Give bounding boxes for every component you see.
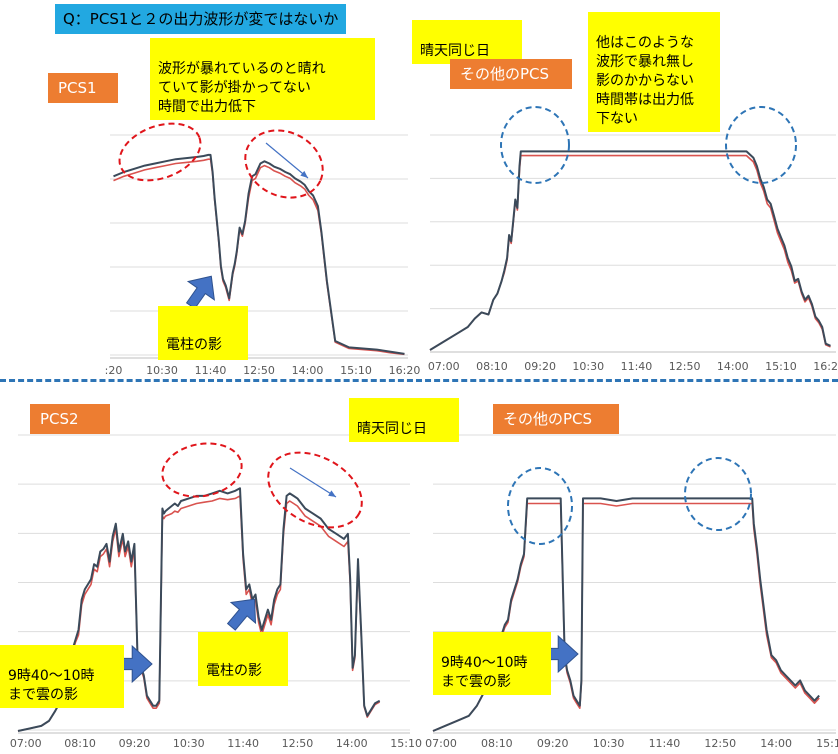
cloud-shadow-note-1-text: 9時40～10時 まで雲の影 xyxy=(8,668,95,703)
pole-shadow-note-1: 電柱の影 xyxy=(158,306,248,360)
x-tick-label: 15:10 xyxy=(340,364,372,377)
pcs1-note-text: 波形が暴れているのと晴れ ていて影が掛かってない 時間で出力低下 xyxy=(158,61,326,115)
other-top-morning-ellipse xyxy=(500,106,570,184)
other-pcs-label-top: その他のPCS xyxy=(450,59,572,89)
pcs2-label-text: PCS2 xyxy=(40,410,79,428)
x-tick-label: 09:20 xyxy=(524,360,556,373)
section-divider xyxy=(0,379,838,382)
x-tick-label: 14:00 xyxy=(292,364,324,377)
series-line-dark xyxy=(17,487,381,732)
x-tick-label: 08:10 xyxy=(476,360,508,373)
x-tick-label: 14:00 xyxy=(336,737,368,750)
other-pcs-note-text: 他はこのような 波形で暴れ無し 影のかからない 時間帯は出力低 下ない xyxy=(596,35,694,127)
cloud-shadow-note-2-text: 9時40～10時 まで雲の影 xyxy=(441,655,528,690)
question-text: Q：PCS1と２の出力波形が変ではないか xyxy=(63,10,339,28)
other-pcs-label-top-text: その他のPCS xyxy=(460,65,550,83)
other-bottom-morning-ellipse xyxy=(507,467,573,545)
x-tick-label: 14:00 xyxy=(717,360,749,373)
x-tick-label: 09:20 xyxy=(119,737,151,750)
pole-shadow-note-1-text: 電柱の影 xyxy=(166,337,222,353)
x-tick-label: 15:10 xyxy=(390,737,422,750)
x-tick-label: 14:00 xyxy=(760,737,792,750)
pcs1-label: PCS1 xyxy=(48,73,118,103)
pole-shadow-note-2: 電柱の影 xyxy=(198,632,288,686)
other-bottom-afternoon-ellipse xyxy=(684,457,752,531)
x-tick-label: 11:40 xyxy=(649,737,681,750)
x-tick-label: :20 xyxy=(105,364,123,377)
x-tick-label: 08:10 xyxy=(64,737,96,750)
cloud-shadow-note-1: 9時40～10時 まで雲の影 xyxy=(0,645,124,708)
sunny-note-bottom: 晴天同じ日 xyxy=(349,398,459,442)
x-tick-label: 12:50 xyxy=(704,737,736,750)
sunny-note-top: 晴天同じ日 xyxy=(412,20,522,64)
cloud-shadow-arrow-2 xyxy=(547,634,579,674)
question-banner: Q：PCS1と２の出力波形が変ではないか xyxy=(55,4,347,34)
cloud-shadow-note-2: 9時40～10時 まで雲の影 xyxy=(433,632,551,695)
series-line-dark xyxy=(429,150,831,351)
other-top-afternoon-ellipse xyxy=(725,106,797,184)
pcs1-morning-ellipse xyxy=(118,122,202,182)
other-pcs-label-bottom-text: その他のPCS xyxy=(503,410,593,428)
series-line-red xyxy=(432,502,820,732)
pcs1-note: 波形が暴れているのと晴れ ていて影が掛かってない 時間で出力低下 xyxy=(150,38,375,120)
other-pcs-note: 他はこのような 波形で暴れ無し 影のかからない 時間帯は出力低 下ない xyxy=(588,12,720,132)
series-line-red xyxy=(429,154,831,351)
pcs1-decline-arrow xyxy=(265,142,309,179)
x-tick-label: 16:20 xyxy=(389,364,421,377)
pcs1-label-text: PCS1 xyxy=(58,79,97,97)
pcs2-decline-arrow xyxy=(289,467,337,498)
x-tick-label: 07:00 xyxy=(10,737,42,750)
x-tick-label: 10:30 xyxy=(593,737,625,750)
x-tick-label: 11:40 xyxy=(621,360,653,373)
x-tick-label: 10:30 xyxy=(173,737,205,750)
x-tick-label: 15:10 xyxy=(765,360,797,373)
pole-shadow-note-2-text: 電柱の影 xyxy=(206,663,262,679)
x-tick-label: 07:00 xyxy=(425,737,457,750)
pole-shadow-arrow-2 xyxy=(226,598,257,631)
sunny-note-top-text: 晴天同じ日 xyxy=(420,43,490,59)
series-line-dark xyxy=(113,153,405,355)
x-tick-label: 12:50 xyxy=(282,737,314,750)
x-tick-label: 15:10 xyxy=(816,737,838,750)
x-tick-label: 16:20 xyxy=(813,360,838,373)
x-tick-label: 11:40 xyxy=(195,364,227,377)
pcs2-label: PCS2 xyxy=(30,404,110,434)
pcs2-decline-arrow-head xyxy=(328,490,336,497)
x-tick-label: 12:50 xyxy=(243,364,275,377)
x-tick-label: 12:50 xyxy=(669,360,701,373)
pcs1-decline-arrow-head xyxy=(300,170,308,178)
x-tick-label: 10:30 xyxy=(572,360,604,373)
pcs2-afternoon-ellipse xyxy=(267,451,363,529)
cloud-shadow-arrow-1 xyxy=(121,644,153,684)
x-tick-label: 10:30 xyxy=(146,364,178,377)
x-tick-label: 11:40 xyxy=(227,737,259,750)
pcs2-morning-ellipse xyxy=(161,442,243,498)
x-tick-label: 07:00 xyxy=(428,360,460,373)
sunny-note-bottom-text: 晴天同じ日 xyxy=(357,421,427,437)
x-tick-label: 08:10 xyxy=(481,737,513,750)
other-pcs-label-bottom: その他のPCS xyxy=(493,404,619,434)
x-tick-label: 09:20 xyxy=(537,737,569,750)
series-line-red xyxy=(17,495,381,732)
